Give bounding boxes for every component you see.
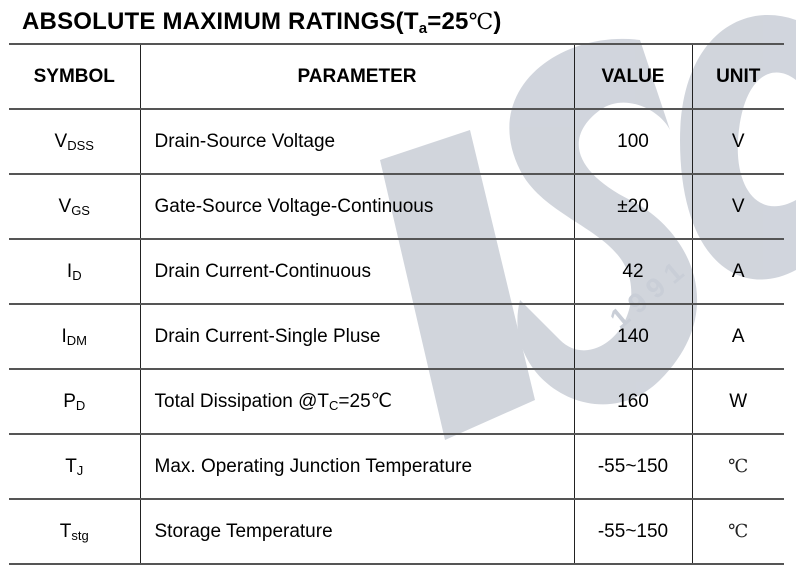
unit-cell: A: [691, 238, 784, 305]
parameter-cell: Total Dissipation @TC=25℃: [139, 368, 574, 435]
parameter-cell: Gate-Source Voltage-Continuous: [139, 173, 574, 240]
symbol-cell: PD: [9, 368, 140, 435]
header-parameter: PARAMETER: [139, 43, 574, 110]
value-cell: 100: [573, 108, 692, 175]
value-cell: -55~150: [573, 433, 692, 500]
value-cell: 42: [573, 238, 692, 305]
value-cell: ±20: [573, 173, 692, 240]
absolute-maximum-ratings-table: SYMBOL PARAMETER VALUE UNIT VDSS Drain-S…: [9, 43, 784, 565]
symbol-cell: IDM: [9, 303, 140, 370]
symbol-cell: ID: [9, 238, 140, 305]
table-row: VDSS Drain-Source Voltage 100 V: [9, 108, 784, 175]
parameter-cell: Storage Temperature: [139, 498, 574, 565]
unit-cell: ℃: [691, 433, 784, 500]
table-row: PD Total Dissipation @TC=25℃ 160 W: [9, 368, 784, 435]
header-value: VALUE: [573, 43, 692, 110]
table-row: ID Drain Current-Continuous 42 A: [9, 238, 784, 305]
table-row: VGS Gate-Source Voltage-Continuous ±20 V: [9, 173, 784, 240]
section-title: ABSOLUTE MAXIMUM RATINGS(Ta=25℃): [22, 8, 502, 37]
parameter-cell: Drain Current-Single Pluse: [139, 303, 574, 370]
symbol-cell: VGS: [9, 173, 140, 240]
table-header-row: SYMBOL PARAMETER VALUE UNIT: [9, 43, 784, 110]
header-unit: UNIT: [691, 43, 784, 110]
table-row: TJ Max. Operating Junction Temperature -…: [9, 433, 784, 500]
header-symbol: SYMBOL: [9, 43, 140, 110]
unit-cell: A: [691, 303, 784, 370]
value-cell: -55~150: [573, 498, 692, 565]
symbol-cell: Tstg: [9, 498, 140, 565]
symbol-cell: TJ: [9, 433, 140, 500]
unit-cell: W: [691, 368, 784, 435]
parameter-cell: Drain Current-Continuous: [139, 238, 574, 305]
table-row: Tstg Storage Temperature -55~150 ℃: [9, 498, 784, 565]
table-row: IDM Drain Current-Single Pluse 140 A: [9, 303, 784, 370]
parameter-cell: Drain-Source Voltage: [139, 108, 574, 175]
value-cell: 140: [573, 303, 692, 370]
unit-cell: V: [691, 173, 784, 240]
unit-cell: V: [691, 108, 784, 175]
symbol-cell: VDSS: [9, 108, 140, 175]
unit-cell: ℃: [691, 498, 784, 565]
value-cell: 160: [573, 368, 692, 435]
parameter-cell: Max. Operating Junction Temperature: [139, 433, 574, 500]
